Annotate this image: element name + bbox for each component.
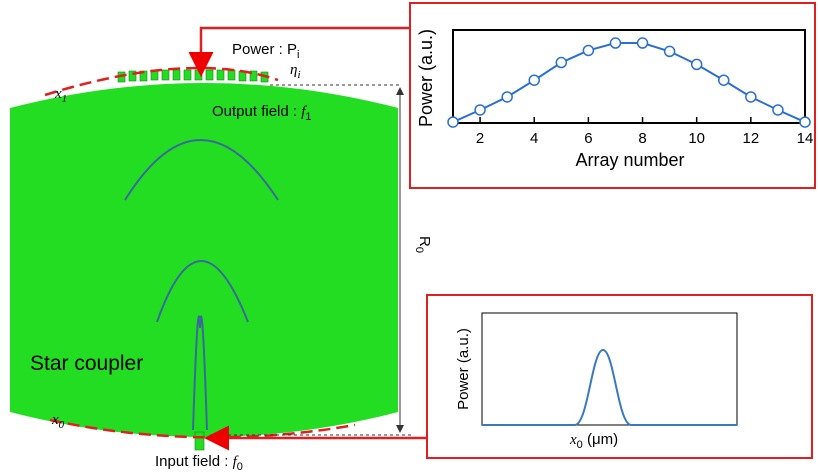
- r0-label: R0: [413, 236, 433, 253]
- data-point: [474, 104, 486, 116]
- text: f: [301, 104, 307, 120]
- text: 0: [413, 247, 425, 253]
- lower-y-label: Power (a.u.): [455, 328, 472, 410]
- text: 1: [62, 93, 68, 105]
- text: 0: [237, 461, 243, 473]
- lower-x-label: x0 (μm): [569, 431, 618, 451]
- text: x: [54, 86, 62, 102]
- eta-label: ηi: [290, 62, 301, 81]
- text: f: [233, 454, 239, 470]
- text: x: [51, 412, 59, 428]
- text: Output field :: [212, 103, 301, 120]
- x-tick-label: 10: [688, 130, 705, 147]
- text: 0: [59, 419, 65, 431]
- text: x: [569, 432, 577, 448]
- data-point: [501, 91, 513, 103]
- text: R: [416, 236, 433, 247]
- data-point: [609, 37, 622, 49]
- data-point: [690, 58, 703, 71]
- x-tick-label: 12: [743, 130, 760, 147]
- data-point: [663, 45, 676, 58]
- text: i: [297, 69, 300, 81]
- x-axis-label: Array number: [575, 150, 684, 170]
- data-point: [745, 91, 757, 103]
- data-point: [528, 74, 540, 86]
- x0-label: x0: [51, 412, 65, 431]
- text: (μm): [583, 431, 618, 448]
- data-point: [636, 37, 649, 49]
- field-curves: [124, 139, 279, 431]
- x-tick-label: 14: [797, 130, 814, 147]
- data-point: [555, 56, 568, 69]
- text: i: [297, 49, 299, 61]
- input-label: Input field : f0: [155, 453, 243, 473]
- data-point: [582, 44, 595, 57]
- arrow-to-array: [188, 26, 410, 77]
- plot-frame: [452, 29, 806, 124]
- data-point: [772, 104, 784, 116]
- lower-plot-frame: [481, 312, 738, 426]
- star-coupler: [10, 83, 398, 437]
- text: Input field :: [155, 453, 233, 470]
- star-label: Star coupler: [30, 352, 143, 375]
- data-point: [718, 74, 730, 86]
- y-axis-label: Power (a.u.): [416, 29, 436, 127]
- x-tick-label: 8: [638, 130, 646, 147]
- x-tick-label: 6: [584, 130, 592, 147]
- output-label: Output field : f1: [212, 103, 312, 123]
- data-point: [447, 116, 459, 128]
- dashed-arc-bottom: [49, 418, 356, 439]
- bottom-inset-box: [426, 294, 813, 459]
- text: Power : P: [232, 41, 297, 58]
- dashed-arc-top: [44, 66, 279, 97]
- gaussian-curve: [482, 348, 737, 426]
- input-waveguide: [194, 431, 205, 451]
- text: 1: [305, 111, 311, 123]
- text: 0: [577, 439, 583, 451]
- x1-label: x1: [54, 86, 67, 105]
- data-point: [799, 116, 811, 128]
- power-label: Power : Pi: [232, 41, 299, 61]
- x-tick-label: 2: [476, 130, 484, 147]
- x-tick-label: 4: [530, 130, 538, 147]
- text: η: [290, 62, 297, 78]
